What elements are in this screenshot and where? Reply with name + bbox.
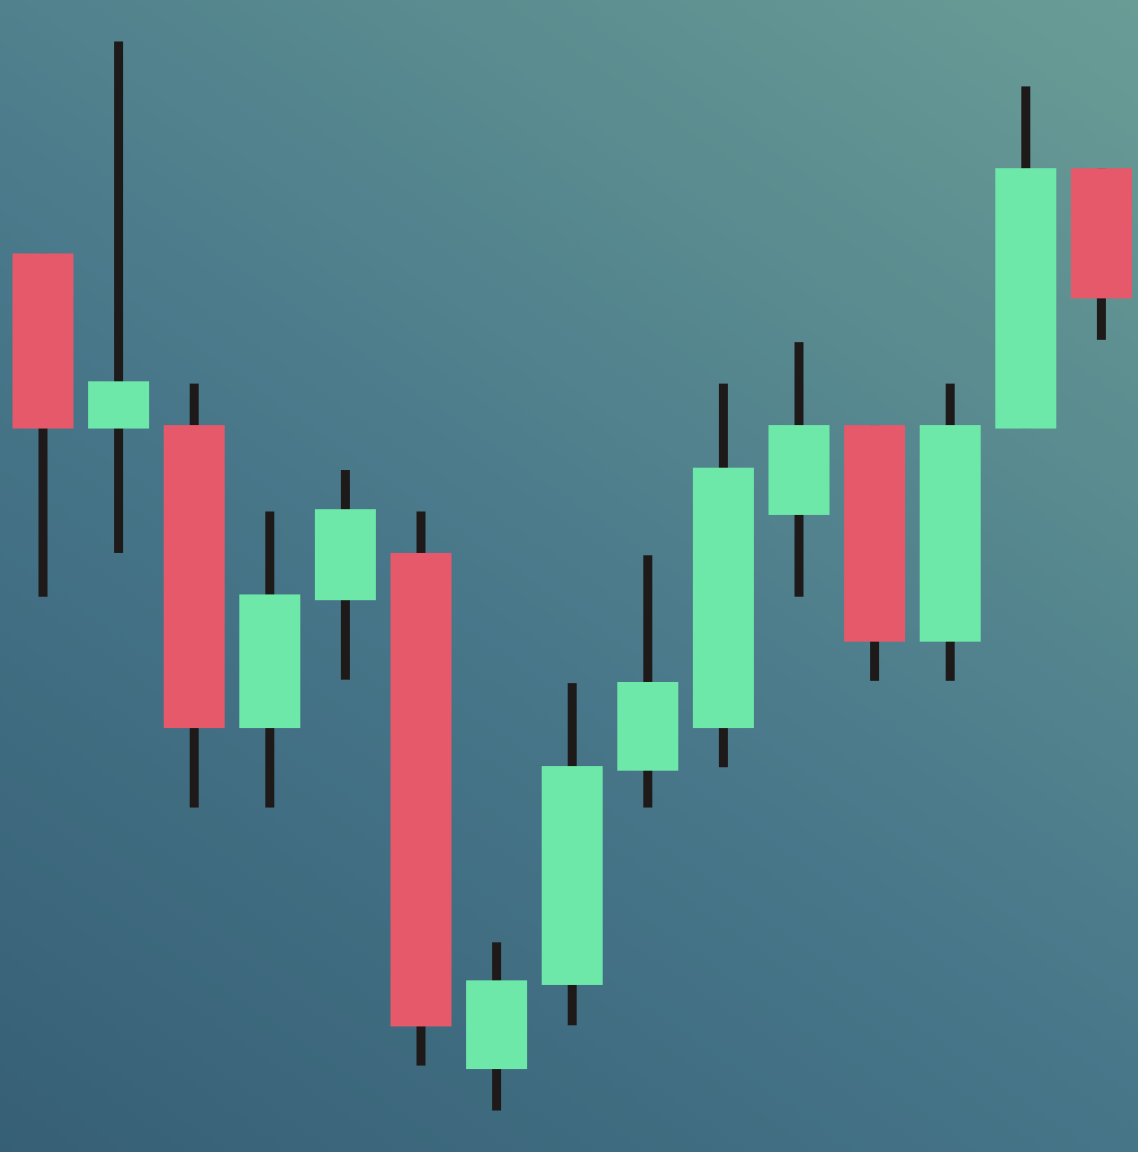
candle-up <box>617 555 679 808</box>
candle-body <box>88 381 150 429</box>
candle-body <box>692 467 754 729</box>
candle-body <box>919 425 981 642</box>
candle-body <box>541 766 603 985</box>
candle-body <box>466 980 528 1070</box>
candle-body <box>617 681 679 771</box>
candle-wick <box>114 41 124 553</box>
candle-body <box>1070 168 1132 299</box>
candle-body <box>844 425 906 642</box>
candle-wick <box>643 555 653 808</box>
candle-up <box>541 683 603 1026</box>
candle-up <box>88 41 150 553</box>
candle-down <box>12 253 74 597</box>
candle-up <box>768 342 830 597</box>
candle-body <box>995 168 1057 429</box>
candle-body <box>390 552 452 1027</box>
candle-up <box>919 383 981 681</box>
candle-up <box>692 383 754 768</box>
candle-body <box>314 509 376 601</box>
candle-body <box>163 425 225 729</box>
candle-up <box>314 470 376 680</box>
candle-down <box>1070 168 1132 340</box>
candle-up <box>995 86 1057 429</box>
candle-down <box>390 511 452 1066</box>
candle-up <box>466 942 528 1111</box>
candle-body <box>239 594 301 729</box>
candle-body <box>12 253 74 429</box>
candle-up <box>239 511 301 808</box>
candle-down <box>163 383 225 808</box>
candle-body <box>768 425 830 515</box>
candle-down <box>844 425 906 681</box>
